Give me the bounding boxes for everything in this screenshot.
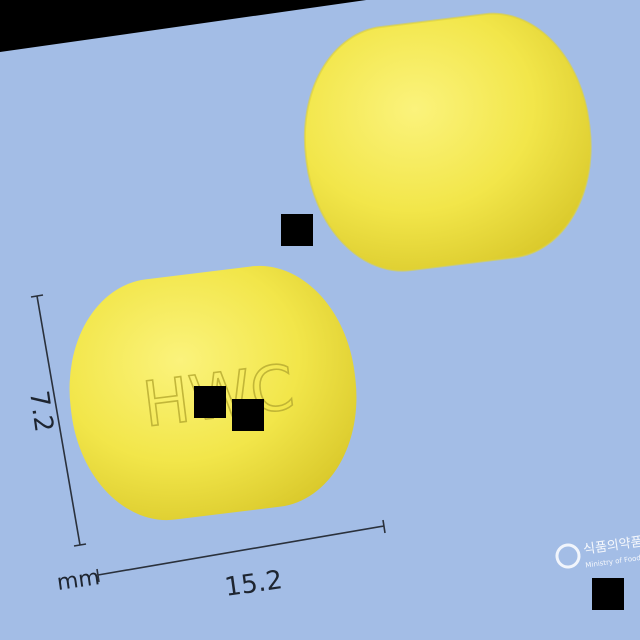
pill-back: [303, 12, 592, 272]
height-value: 7.2: [23, 389, 58, 434]
mask-square: [592, 578, 624, 610]
height-measure: [30, 294, 87, 547]
mask-square: [281, 214, 313, 246]
unit-label: mm: [55, 565, 101, 596]
mask-square: [194, 386, 226, 418]
width-measure: [96, 519, 386, 583]
mask-square: [232, 399, 264, 431]
